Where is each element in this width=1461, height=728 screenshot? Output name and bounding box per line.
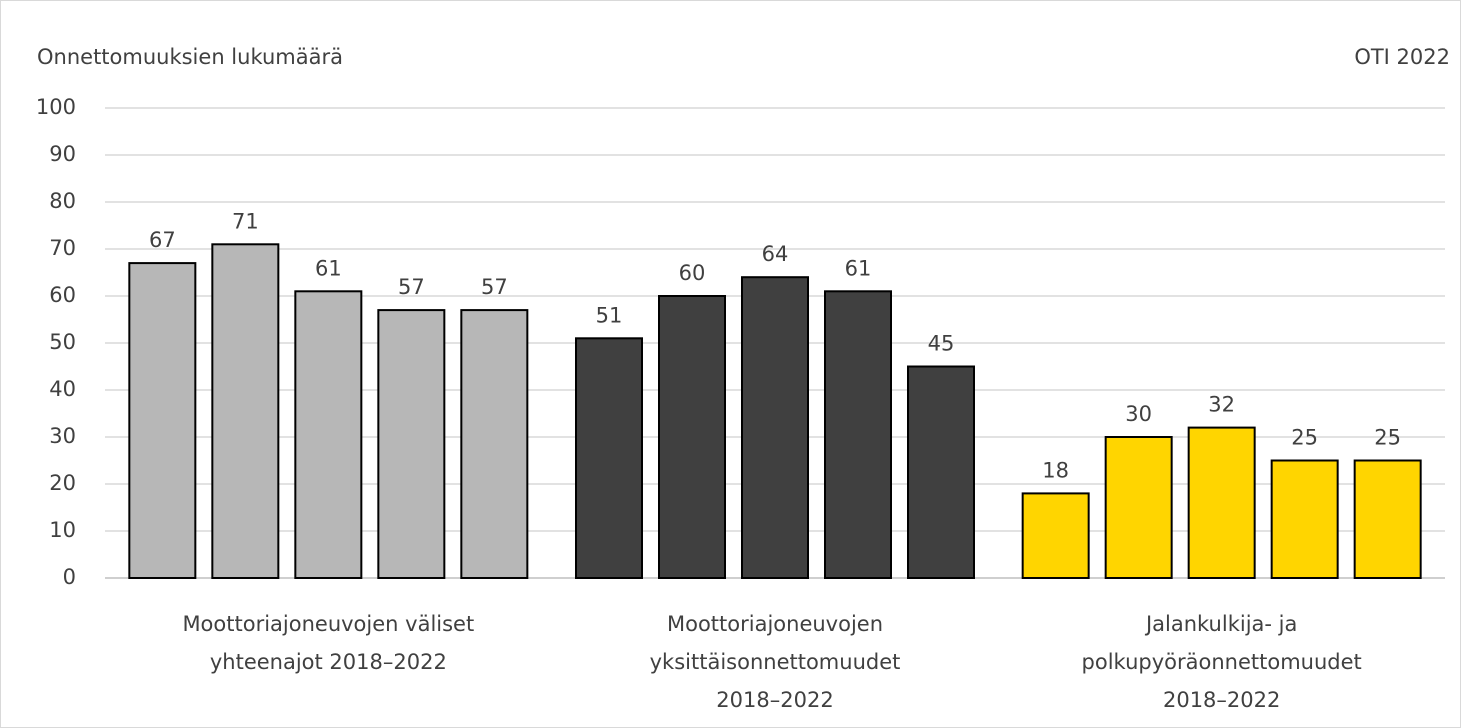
source-label: OTI 2022 [1354,45,1450,69]
x-tick-label: Moottoriajoneuvojen väliset [182,612,474,636]
value-label: 67 [149,228,176,252]
x-tick-label: 2018–2022 [1163,688,1280,712]
bar [1021,492,1090,579]
value-label: 57 [481,275,508,299]
bar [1353,459,1422,579]
axis-title: Onnettomuuksien lukumäärä [37,45,343,69]
bar [128,262,197,579]
value-label: 64 [762,242,789,266]
value-label: 71 [232,209,259,233]
y-tick-label: 0 [63,565,76,589]
bar [658,295,726,579]
bar [1104,436,1173,579]
bar [907,365,975,579]
value-label: 25 [1374,426,1401,450]
y-tick-label: 20 [49,471,76,495]
x-tick-label: yksittäisonnettomuudet [650,650,901,674]
bar [1270,459,1339,579]
bar [211,243,280,580]
bar [377,309,446,579]
x-tick-label: Jalankulkija- ja [1144,612,1297,636]
y-tick-label: 50 [49,330,76,354]
value-label: 51 [596,303,623,327]
y-tick-label: 60 [49,283,76,307]
value-label: 18 [1042,458,1069,482]
bar [575,337,643,579]
value-label: 57 [398,275,425,299]
bar [1187,426,1256,579]
y-tick-label: 10 [49,518,76,542]
bar [460,309,529,579]
y-tick-label: 40 [49,377,76,401]
y-tick-label: 30 [49,424,76,448]
bar [824,290,892,579]
value-label: 61 [845,256,872,280]
x-tick-label: Moottoriajoneuvojen [667,612,883,636]
value-label: 60 [679,261,706,285]
value-label: 61 [315,256,342,280]
value-label: 30 [1125,402,1152,426]
x-tick-label: polkupyöräonnettomuudet [1082,650,1362,674]
value-label: 45 [928,332,955,356]
y-tick-label: 90 [49,142,76,166]
y-tick-label: 100 [36,95,76,119]
value-label: 32 [1208,393,1235,417]
x-tick-label: 2018–2022 [716,688,833,712]
x-tick-label: yhteenajot 2018–2022 [210,650,447,674]
value-label: 25 [1291,426,1318,450]
y-tick-label: 70 [49,236,76,260]
bar [294,290,363,579]
bar [741,276,809,579]
y-tick-label: 80 [49,189,76,213]
